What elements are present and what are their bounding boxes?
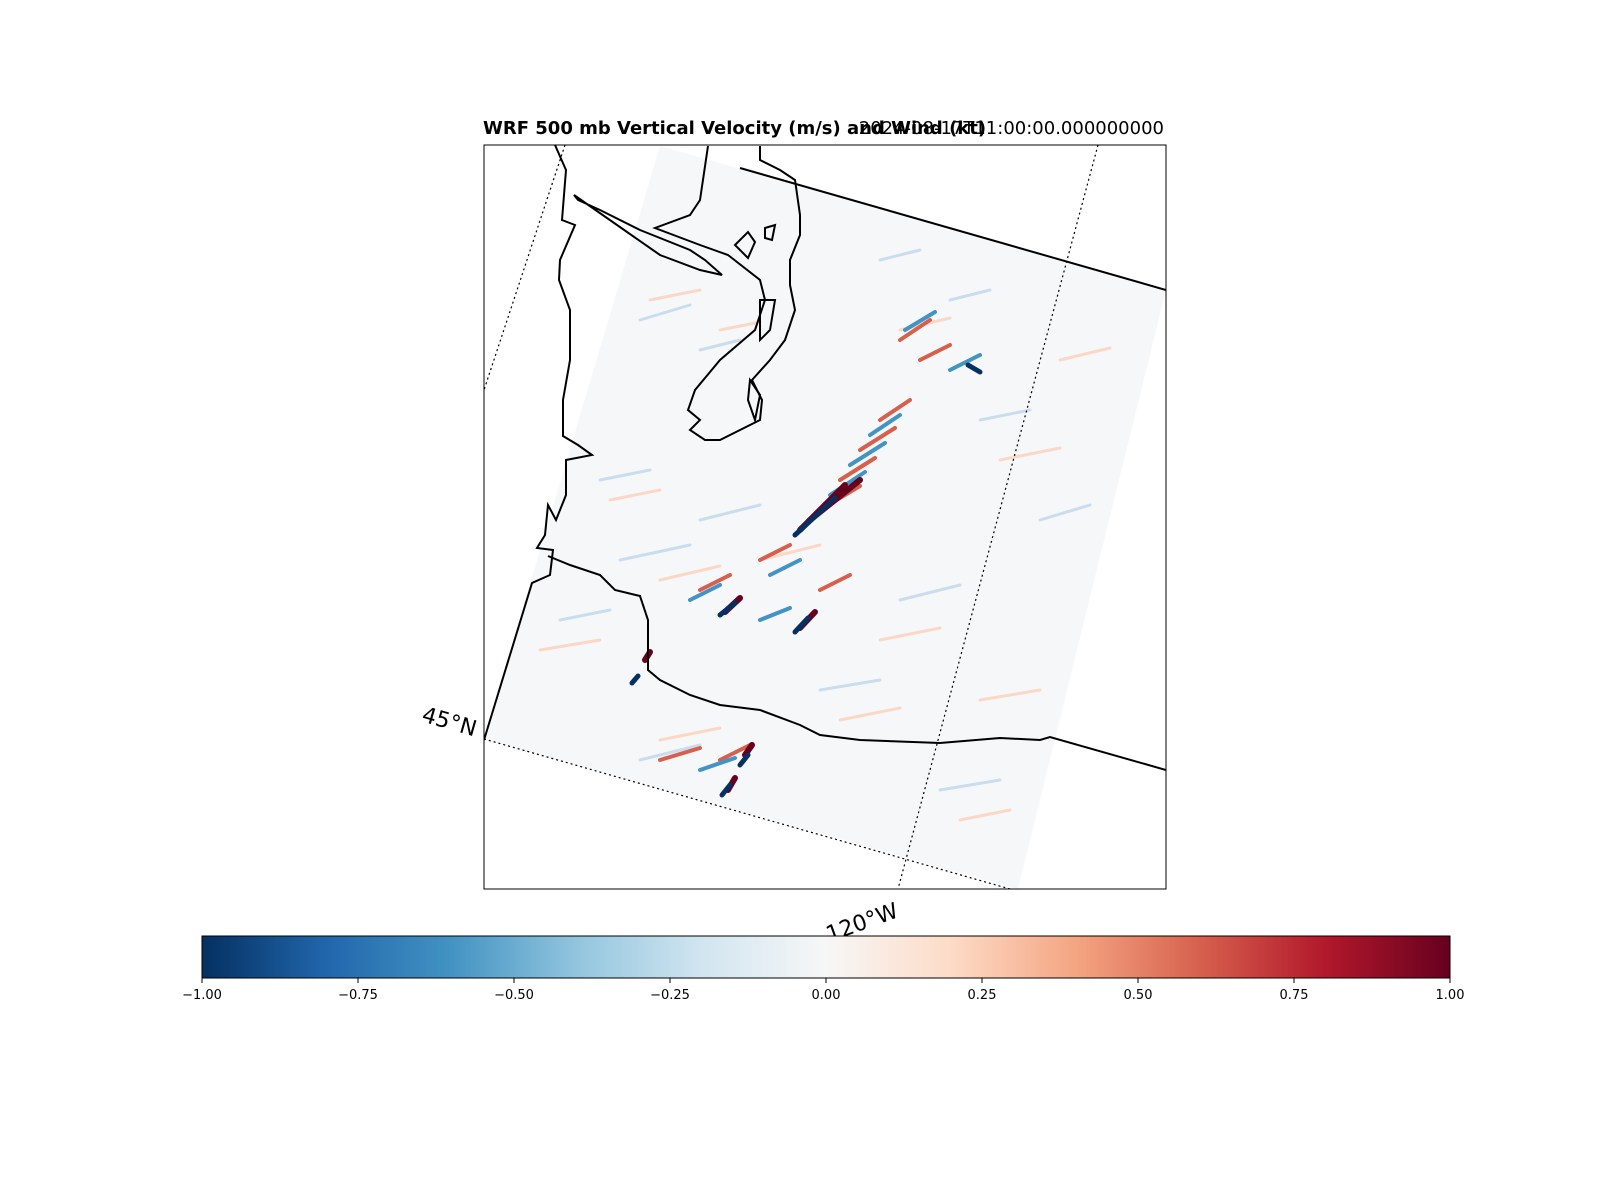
map-panel — [484, 145, 1166, 889]
colorbar-tick-label: 0.00 — [812, 988, 841, 1003]
colorbar-tick-label: 1.00 — [1436, 988, 1465, 1003]
model-domain — [484, 146, 1166, 889]
velocity-field — [538, 248, 1112, 822]
lat-label-45n: 45°N — [419, 703, 479, 742]
island-1 — [733, 230, 757, 260]
colorbar-tick-label: −0.75 — [338, 988, 378, 1003]
island-2 — [764, 223, 777, 242]
strait-of-juan-de-fuca — [573, 194, 723, 276]
plot-timestamp: 2024-08-17T11:00:00.000000000 — [858, 118, 1164, 139]
columbia-river-border — [547, 555, 1166, 771]
lon-line-120w — [897, 145, 1099, 889]
puget-sound — [652, 145, 801, 441]
colorbar-tick-label: 0.50 — [1124, 988, 1153, 1003]
graticule — [484, 145, 1099, 889]
colorbar-tick-label: −1.00 — [182, 988, 222, 1003]
colorbar-tick-label: 0.75 — [1280, 988, 1309, 1003]
island-3 — [759, 299, 777, 343]
colorbar-tick-label: −0.25 — [650, 988, 690, 1003]
lat-line-45n — [484, 738, 1011, 889]
plot-title: WRF 500 mb Vertical Velocity (m/s) and W… — [483, 118, 987, 139]
lon-line-125w — [484, 145, 566, 391]
northern-border — [739, 167, 1166, 291]
island-4 — [746, 377, 762, 424]
colorbar-tick-label: −0.50 — [494, 988, 534, 1003]
coastlines — [484, 145, 1166, 771]
colorbar — [201, 935, 1451, 979]
colorbar-ticks: −1.00 −0.75 −0.50 −0.25 0.00 0.25 0.50 0.75 1.00 — [182, 978, 1464, 1003]
pacific-coastline — [484, 145, 595, 741]
map-frame — [483, 144, 1167, 890]
colorbar-tick-label: 0.25 — [968, 988, 997, 1003]
